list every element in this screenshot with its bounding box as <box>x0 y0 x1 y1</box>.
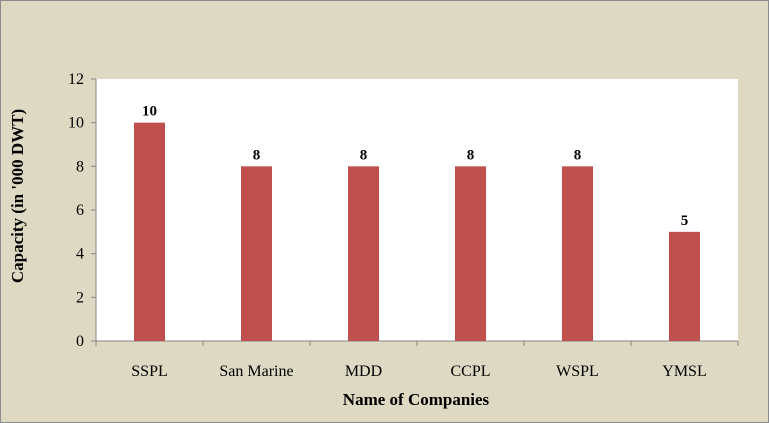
data-label: 10 <box>142 104 157 120</box>
data-label: 8 <box>253 147 261 163</box>
bar-ymsl <box>669 231 700 341</box>
data-label: 8 <box>467 147 475 163</box>
y-axis-title: Capacity (in '000 DWT) <box>8 109 27 283</box>
x-tick-label: SSPL <box>131 363 167 380</box>
y-tick-label: 8 <box>76 158 84 175</box>
x-tick-label: San Marine <box>219 363 293 380</box>
y-tick-label: 10 <box>68 115 84 132</box>
bar-sspl <box>134 122 165 342</box>
bars <box>134 122 700 342</box>
x-axis-title: Name of Companies <box>343 390 490 409</box>
y-tick-label: 6 <box>76 202 84 219</box>
x-tick-label: CCPL <box>450 363 490 380</box>
y-tick-label: 4 <box>76 246 84 263</box>
x-tick-label: YMSL <box>662 363 706 380</box>
bar-mdd <box>348 166 379 341</box>
y-tick-label: 0 <box>76 333 84 350</box>
data-label: 5 <box>681 213 689 229</box>
plot-area <box>96 79 738 341</box>
y-tick-label: 2 <box>76 289 84 306</box>
bar-wspl <box>562 166 593 341</box>
y-axis: 0 2 4 6 8 10 12 <box>68 71 97 350</box>
x-tick-label: WSPL <box>556 363 599 380</box>
bar-ccpl <box>455 166 486 341</box>
y-tick-label: 12 <box>68 71 84 88</box>
data-label: 8 <box>360 147 368 163</box>
x-tick-label: MDD <box>345 363 382 380</box>
data-labels: 10 8 8 8 8 5 <box>142 104 688 229</box>
bar-san-marine <box>241 166 272 341</box>
x-axis: SSPL San Marine MDD CCPL WSPL YMSL <box>95 340 739 380</box>
data-label: 8 <box>574 147 582 163</box>
